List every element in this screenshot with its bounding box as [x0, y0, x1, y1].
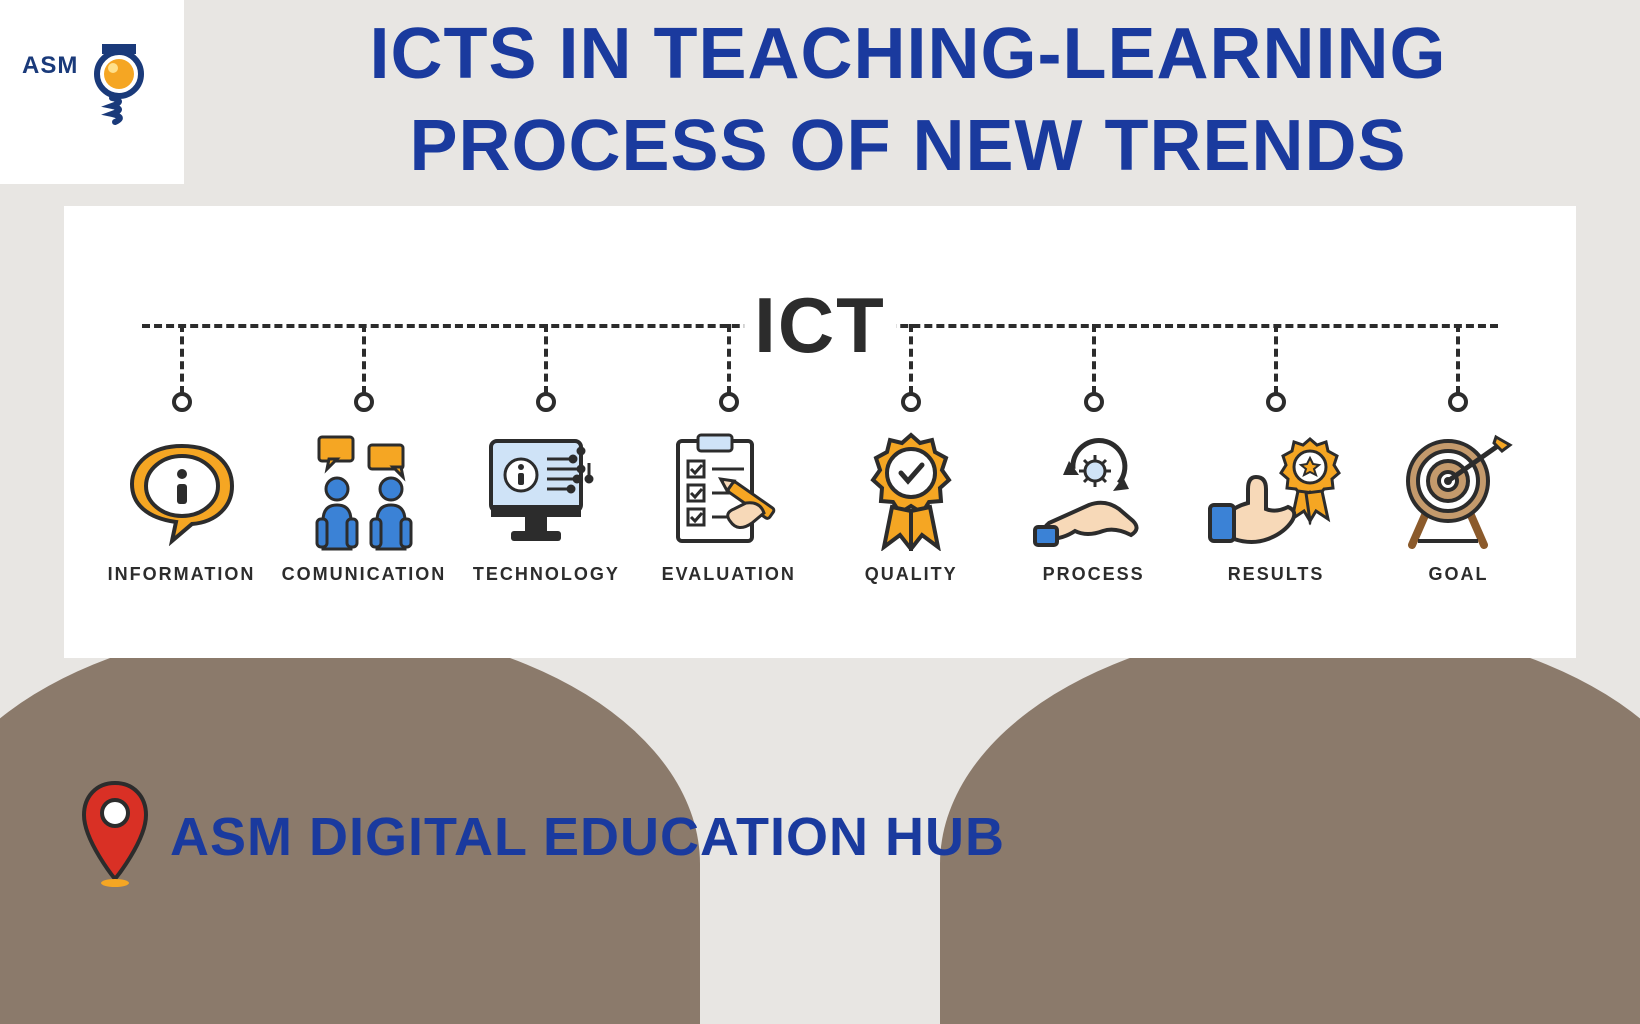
connector-node: [901, 392, 921, 412]
diagram-item-results: RESULTS: [1189, 324, 1364, 585]
diagram-item-communication: COMUNICATION: [276, 324, 451, 585]
connector-node: [1448, 392, 1468, 412]
connector-line: [1274, 324, 1278, 394]
diagram-item-information: INFORMATION: [94, 324, 269, 585]
connector-node: [172, 392, 192, 412]
item-label: RESULTS: [1228, 564, 1325, 585]
connector-node: [536, 392, 556, 412]
logo-text: ASM: [22, 52, 78, 80]
technology-icon: [481, 426, 611, 556]
connector-line: [909, 324, 913, 394]
title-line-2: PROCESS OF NEW TRENDS: [196, 100, 1620, 192]
title-line-1: ICTS IN TEACHING-LEARNING: [196, 8, 1620, 100]
item-label: COMUNICATION: [282, 564, 447, 585]
ict-diagram: ICT INFORMATION: [64, 206, 1576, 658]
bg-shape-right: [940, 624, 1640, 1024]
connector-line: [544, 324, 548, 394]
connector-line: [180, 324, 184, 394]
connector-node: [1084, 392, 1104, 412]
evaluation-icon: [664, 426, 794, 556]
communication-icon: [299, 426, 429, 556]
diagram-item-goal: GOAL: [1371, 324, 1546, 585]
item-label: INFORMATION: [108, 564, 256, 585]
item-label: QUALITY: [865, 564, 958, 585]
information-icon: [122, 426, 242, 556]
process-icon: [1029, 426, 1159, 556]
connector-node: [1266, 392, 1286, 412]
location-pin-icon: [80, 779, 150, 894]
diagram-center-label: ICT: [744, 280, 896, 371]
diagram-item-technology: TECHNOLOGY: [459, 324, 634, 585]
connector-line: [727, 324, 731, 394]
footer: ASM DIGITAL EDUCATION HUB: [80, 779, 1005, 894]
item-label: GOAL: [1428, 564, 1488, 585]
connector-line: [1456, 324, 1460, 394]
connector-node: [354, 392, 374, 412]
footer-text: ASM DIGITAL EDUCATION HUB: [170, 806, 1005, 868]
diagram-item-process: PROCESS: [1006, 324, 1181, 585]
connector-line: [362, 324, 366, 394]
results-icon: [1206, 426, 1346, 556]
item-label: EVALUATION: [662, 564, 796, 585]
item-label: TECHNOLOGY: [473, 564, 620, 585]
page-title: ICTS IN TEACHING-LEARNING PROCESS OF NEW…: [196, 8, 1620, 192]
connector-node: [719, 392, 739, 412]
logo: ASM: [0, 0, 184, 184]
connector-line: [1092, 324, 1096, 394]
logo-bulb-icon: [92, 44, 146, 137]
item-label: PROCESS: [1043, 564, 1145, 585]
quality-icon: [856, 426, 966, 556]
goal-icon: [1398, 426, 1518, 556]
